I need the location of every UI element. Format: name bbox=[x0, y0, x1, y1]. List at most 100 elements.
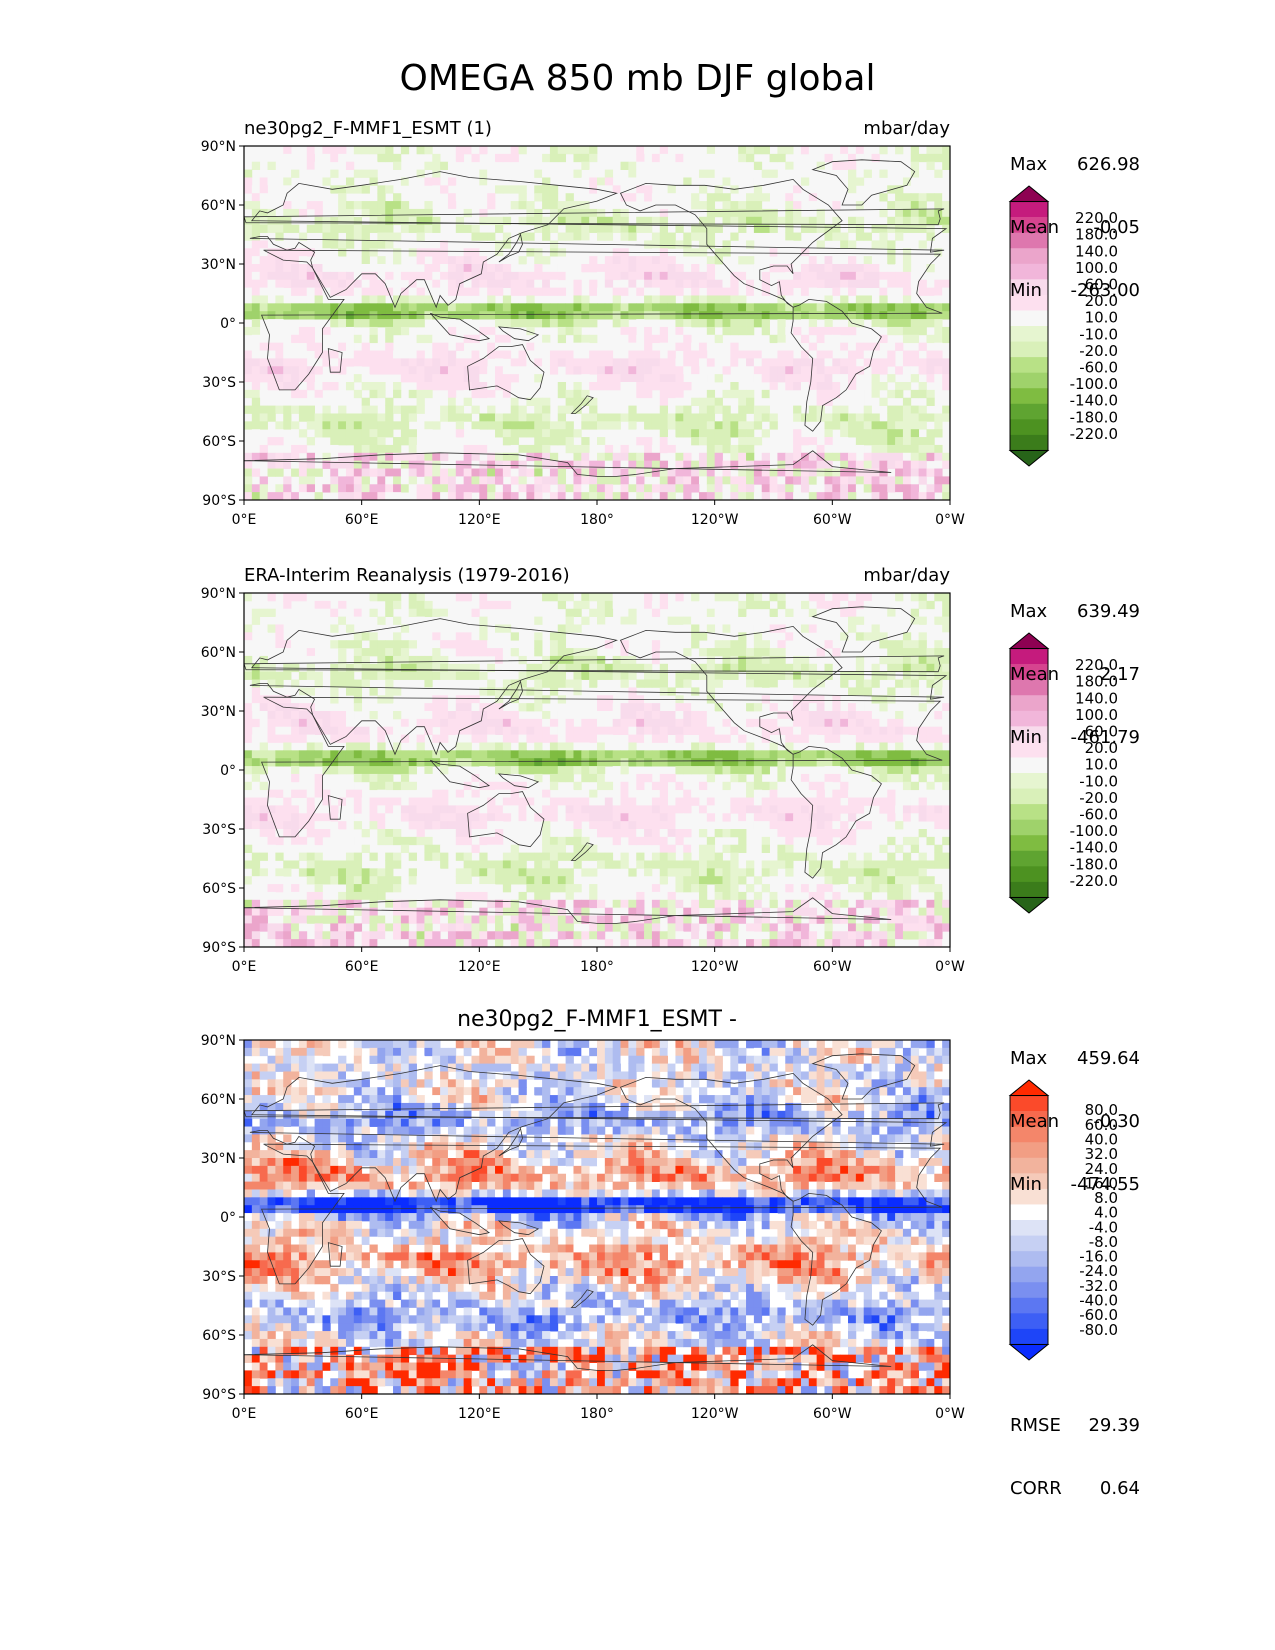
field-cell bbox=[636, 663, 645, 673]
field-cell bbox=[573, 287, 582, 296]
field-cell bbox=[714, 224, 723, 233]
field-cell bbox=[479, 640, 488, 649]
field-cell bbox=[416, 311, 425, 320]
field-cell bbox=[432, 821, 441, 830]
field-cell bbox=[455, 452, 465, 462]
field-cell bbox=[738, 460, 747, 469]
field-cell bbox=[495, 240, 504, 249]
field-cell bbox=[495, 468, 504, 477]
field-cell bbox=[887, 201, 896, 210]
field-cell bbox=[306, 452, 315, 462]
field-cell bbox=[400, 295, 410, 304]
field-cell bbox=[259, 484, 268, 493]
field-cell bbox=[848, 758, 857, 767]
field-cell bbox=[306, 476, 315, 485]
field-cell bbox=[730, 208, 739, 218]
field-cell bbox=[636, 452, 645, 462]
field-cell bbox=[291, 429, 300, 438]
field-cell bbox=[738, 632, 747, 641]
field-cell bbox=[463, 711, 472, 720]
field-cell bbox=[377, 734, 386, 743]
field-cell bbox=[455, 852, 465, 861]
field-cell bbox=[887, 484, 896, 493]
field-cell bbox=[424, 161, 433, 170]
field-cell bbox=[659, 492, 668, 500]
field-cell bbox=[542, 444, 551, 454]
field-cell bbox=[361, 256, 370, 265]
field-cell bbox=[785, 216, 794, 226]
field-cell bbox=[738, 773, 747, 783]
field-cell bbox=[926, 358, 935, 367]
field-cell bbox=[902, 264, 912, 273]
field-cell bbox=[259, 600, 268, 610]
field-cell bbox=[557, 600, 567, 610]
field-cell bbox=[345, 311, 355, 320]
field-cell bbox=[887, 734, 896, 743]
field-cell bbox=[597, 264, 606, 273]
field-cell bbox=[675, 224, 684, 233]
field-cell bbox=[385, 279, 394, 288]
field-cell bbox=[738, 648, 747, 657]
field-cell bbox=[683, 405, 692, 414]
field-cell bbox=[597, 232, 606, 241]
field-cell bbox=[385, 593, 394, 602]
field-cell bbox=[604, 600, 614, 610]
field-cell bbox=[361, 492, 370, 500]
field-cell bbox=[565, 718, 574, 728]
field-cell bbox=[479, 758, 488, 767]
field-cell bbox=[345, 860, 355, 869]
field-cell bbox=[871, 303, 880, 312]
field-cell bbox=[832, 271, 841, 281]
field-cell bbox=[549, 593, 559, 602]
field-cell bbox=[738, 468, 747, 477]
field-cell bbox=[942, 208, 950, 218]
field-cell bbox=[644, 600, 653, 610]
field-cell bbox=[549, 216, 559, 226]
field-cell bbox=[832, 146, 841, 155]
field-cell bbox=[793, 232, 802, 241]
field-cell bbox=[393, 648, 402, 657]
field-cell bbox=[926, 600, 935, 610]
field-cell bbox=[887, 766, 896, 775]
field-cell bbox=[855, 742, 865, 751]
field-cell bbox=[683, 232, 692, 241]
field-cell bbox=[793, 750, 802, 759]
field-cell bbox=[800, 224, 810, 233]
field-cell bbox=[424, 303, 433, 312]
field-cell bbox=[424, 177, 433, 186]
field-cell bbox=[322, 600, 331, 610]
field-cell bbox=[291, 224, 300, 233]
field-cell bbox=[275, 829, 284, 838]
field-cell bbox=[306, 153, 315, 163]
field-cell bbox=[628, 350, 637, 359]
field-cell bbox=[636, 718, 645, 728]
field-cell bbox=[408, 177, 417, 186]
field-cell bbox=[377, 295, 386, 304]
field-cell bbox=[589, 821, 598, 830]
field-cell bbox=[910, 663, 920, 673]
field-cell bbox=[761, 640, 770, 649]
field-cell bbox=[306, 248, 315, 257]
field-cell bbox=[408, 279, 417, 288]
field-cell bbox=[855, 295, 865, 304]
field-cell bbox=[777, 240, 786, 249]
field-cell bbox=[471, 608, 480, 617]
field-cell bbox=[565, 405, 574, 414]
field-cell bbox=[267, 248, 276, 257]
field-cell bbox=[298, 711, 308, 720]
field-cell bbox=[667, 358, 676, 367]
field-cell bbox=[934, 711, 943, 720]
field-cell bbox=[942, 358, 950, 367]
field-cell bbox=[424, 334, 433, 344]
field-cell bbox=[793, 593, 802, 602]
field-cell bbox=[393, 303, 402, 312]
field-cell bbox=[259, 444, 268, 454]
field-cell bbox=[353, 460, 363, 469]
field-cell bbox=[918, 703, 927, 712]
field-cell bbox=[534, 632, 543, 641]
field-cell bbox=[667, 852, 676, 861]
field-cell bbox=[259, 437, 268, 446]
field-cell bbox=[777, 444, 786, 454]
field-cell bbox=[369, 334, 378, 344]
field-cell bbox=[808, 608, 818, 617]
